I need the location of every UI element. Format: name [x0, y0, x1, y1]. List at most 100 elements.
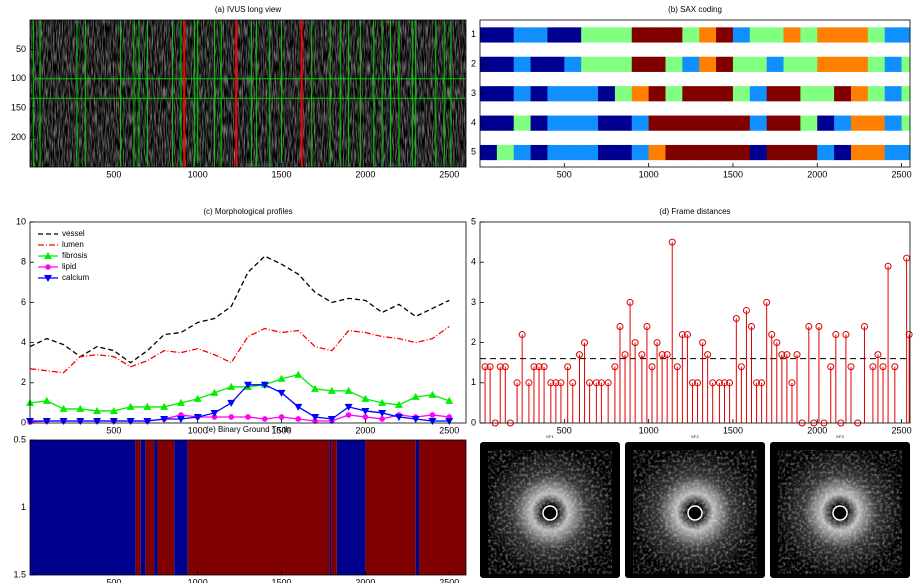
stem-marker	[552, 379, 560, 387]
heat-cell	[513, 115, 532, 131]
heat-cell	[513, 86, 532, 102]
heat-cell	[834, 56, 852, 72]
class-segment	[145, 440, 155, 575]
heat-cell	[530, 27, 548, 43]
panel-title: (a) IVUS long view	[215, 5, 281, 14]
marker	[394, 413, 403, 421]
heat-cell	[496, 144, 515, 161]
keyframe-title: KF1	[546, 434, 554, 439]
heat-cell	[783, 56, 801, 72]
stem-marker	[747, 323, 755, 331]
heat-cell	[496, 86, 515, 102]
marker	[45, 264, 51, 270]
marker	[294, 370, 303, 378]
heat-cell	[834, 115, 852, 131]
heat-cell	[480, 56, 498, 72]
heat-cell	[513, 27, 532, 43]
stem-marker	[626, 298, 634, 306]
stem-marker	[891, 363, 899, 371]
marker	[160, 402, 169, 410]
marker	[261, 416, 268, 422]
marker	[44, 252, 52, 259]
stem-marker	[486, 363, 494, 371]
marker	[379, 416, 385, 422]
heat-cell	[766, 56, 785, 72]
x-tick-label: 500	[106, 169, 121, 179]
panel-title: (c) Morphological profiles	[203, 207, 292, 216]
heat-cell	[867, 56, 886, 72]
marker	[59, 417, 68, 425]
stem-marker	[569, 379, 577, 387]
heat-cell	[884, 115, 903, 131]
heat-cell	[716, 86, 734, 102]
stem-marker	[842, 331, 850, 339]
stem-marker	[715, 379, 723, 387]
stem-marker	[481, 363, 489, 371]
heat-cell	[631, 56, 650, 72]
stem-marker	[631, 339, 639, 347]
heat-cell	[817, 27, 835, 43]
marker	[294, 403, 303, 411]
legend-label: vessel	[62, 229, 85, 238]
marker	[411, 415, 420, 423]
heat-cell	[817, 56, 835, 72]
stem-marker	[732, 314, 740, 322]
stem-marker	[742, 306, 750, 314]
x-tick-label: 1500	[272, 425, 292, 435]
x-tick-label: 500	[557, 425, 572, 435]
heat-cell	[547, 56, 565, 72]
stem-marker	[763, 298, 771, 306]
heat-cell	[614, 56, 633, 72]
catheter	[687, 505, 703, 521]
stem-marker	[683, 331, 691, 339]
stem-marker	[815, 323, 823, 331]
heat-cell	[648, 115, 666, 131]
x-tick-label: 1500	[723, 425, 743, 435]
marker	[143, 402, 152, 410]
heat-cell	[648, 144, 666, 161]
x-tick-label: 1500	[723, 169, 743, 179]
stem-marker	[592, 379, 600, 387]
heat-cell	[564, 56, 582, 72]
marker	[312, 418, 318, 424]
stem-marker	[688, 379, 696, 387]
heat-cell	[716, 115, 734, 131]
heat-cell	[530, 86, 548, 102]
marker	[244, 381, 252, 389]
series-line	[29, 325, 450, 374]
marker	[193, 394, 202, 402]
x-tick-label: 2500	[892, 169, 912, 179]
stem-marker	[547, 379, 555, 387]
y-tick-label: 8	[21, 257, 26, 267]
marker	[42, 417, 51, 425]
x-tick-label: 2500	[439, 577, 459, 583]
axes-frame	[29, 19, 467, 168]
x-tick-label: 500	[106, 577, 121, 583]
heat-cell	[699, 27, 717, 43]
stem-marker	[611, 363, 619, 371]
stem-marker	[658, 351, 666, 359]
stem-marker	[653, 339, 661, 347]
heat-cell	[834, 86, 852, 102]
stem-marker	[501, 363, 509, 371]
heat-cell	[598, 86, 616, 102]
heat-cell	[631, 27, 650, 43]
x-tick-label: 1500	[272, 577, 292, 583]
class-segment	[154, 440, 158, 575]
heat-cell	[614, 115, 633, 131]
heat-cell	[530, 115, 548, 131]
legend-label: fibrosis	[62, 251, 87, 260]
class-segment	[415, 440, 420, 575]
class-segment	[419, 440, 466, 575]
stem-marker	[737, 363, 745, 371]
heat-cell	[547, 27, 565, 43]
marker	[210, 409, 219, 417]
heat-cell	[547, 115, 565, 131]
series-line	[29, 255, 450, 364]
heat-cell	[665, 56, 683, 72]
stem-marker	[518, 331, 526, 339]
heat-cell	[716, 144, 734, 161]
y-tick-label: 100	[11, 73, 26, 83]
heat-cell	[665, 144, 683, 161]
stem-marker	[758, 379, 766, 387]
